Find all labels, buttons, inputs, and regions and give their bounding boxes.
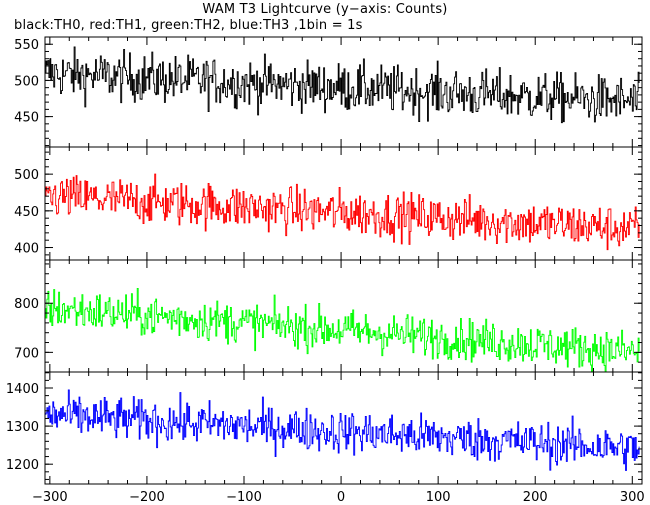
x-tick-label: 300: [620, 490, 645, 505]
panel-0: 450 500 550: [14, 36, 643, 148]
panel-frame: [44, 146, 643, 261]
y-tick-label: 800: [14, 297, 39, 312]
series-line-0-0: [45, 46, 640, 124]
y-tick-label: 1200: [6, 458, 39, 473]
series-line-3-0: [45, 389, 640, 471]
panel-3: 1200 1300 1400: [6, 371, 643, 485]
x-tick-label: 0: [337, 490, 345, 505]
y-tick-label: 1300: [6, 420, 39, 435]
x-tick-label: −300: [32, 490, 68, 505]
chart-title: WAM T3 Lightcurve (y−axis: Counts): [202, 2, 448, 17]
y-tick-label: 500: [14, 168, 39, 183]
chart-subtitle: black:TH0, red:TH1, green:TH2, blue:TH3 …: [14, 18, 363, 33]
y-tick-label: 500: [14, 74, 39, 89]
panel-1: 400 450 500: [14, 146, 643, 261]
panel-2: 700 800: [14, 259, 643, 373]
series-line-1-0: [45, 173, 640, 251]
series-line-2-0: [45, 287, 640, 373]
y-tick-label: 450: [14, 205, 39, 220]
x-tick-label: −200: [129, 490, 165, 505]
x-tick-label: 200: [523, 490, 548, 505]
y-tick-label: 550: [14, 38, 39, 53]
x-tick-label: 100: [426, 490, 451, 505]
x-tick-label: −100: [226, 490, 262, 505]
panel-frame: [44, 371, 643, 485]
y-tick-label: 1400: [6, 382, 39, 397]
y-tick-label: 700: [14, 346, 39, 361]
y-tick-label: 400: [14, 242, 39, 257]
y-tick-label: 450: [14, 111, 39, 126]
